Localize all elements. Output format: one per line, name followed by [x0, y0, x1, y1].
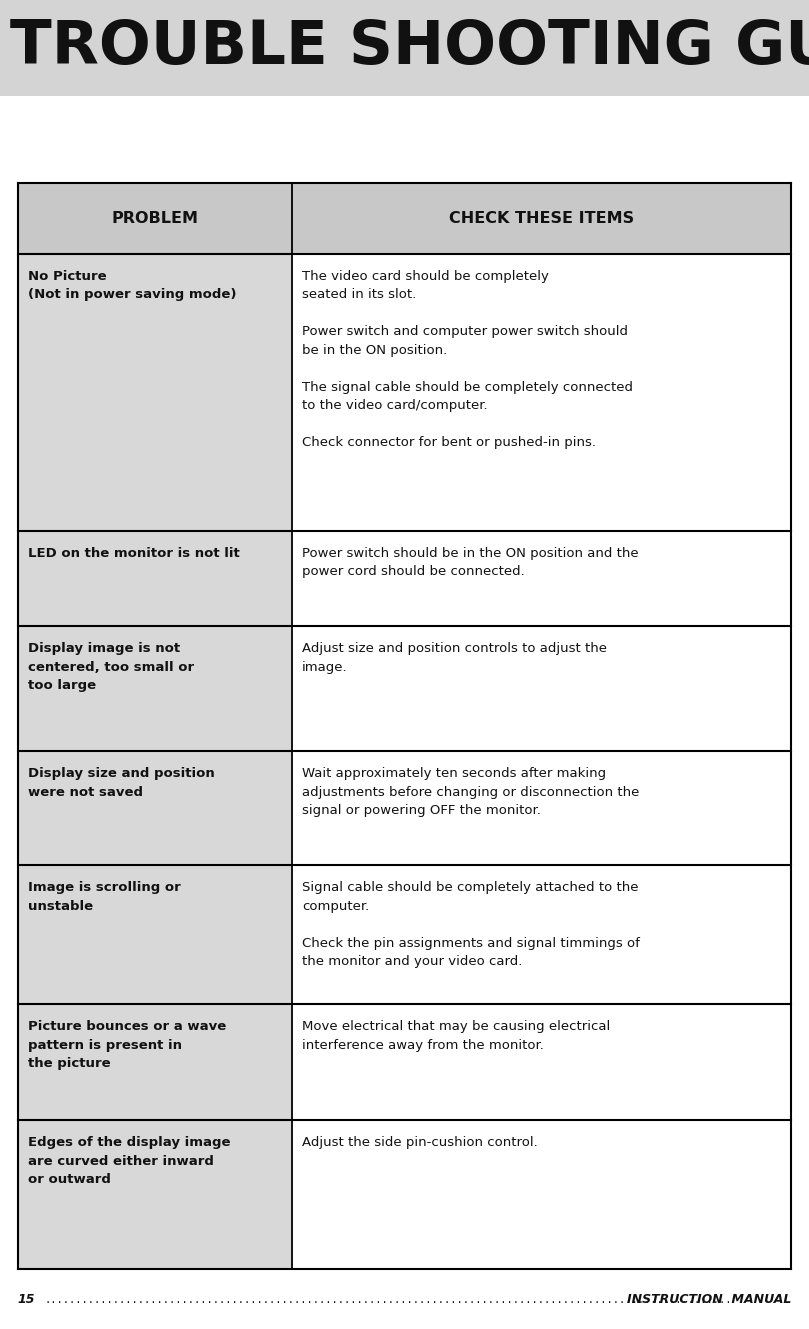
Bar [292, 865, 791, 1005]
Bar [292, 751, 791, 865]
Bar [292, 1120, 791, 1269]
Text: Wait approximately ten seconds after making
adjustments before changing or disco: Wait approximately ten seconds after mak… [302, 767, 639, 817]
Text: 15: 15 [18, 1293, 36, 1306]
Text: LED on the monitor is not lit: LED on the monitor is not lit [28, 546, 239, 560]
Text: Picture bounces or a wave
pattern is present in
the picture: Picture bounces or a wave pattern is pre… [28, 1021, 226, 1070]
Bar [18, 530, 292, 626]
Text: Adjust the side pin-cushion control.: Adjust the side pin-cushion control. [302, 1136, 538, 1150]
Text: No Picture
(Not in power saving mode): No Picture (Not in power saving mode) [28, 270, 236, 302]
Bar [18, 751, 292, 865]
Text: The video card should be completely
seated in its slot.

Power switch and comput: The video card should be completely seat… [302, 270, 633, 449]
Text: INSTRUCTION  MANUAL: INSTRUCTION MANUAL [627, 1293, 791, 1306]
Bar [0, 0, 809, 96]
Bar [18, 1005, 292, 1120]
Bar [18, 865, 292, 1005]
Bar [292, 254, 791, 530]
Text: Edges of the display image
are curved either inward
or outward: Edges of the display image are curved ei… [28, 1136, 230, 1187]
Bar [292, 530, 791, 626]
Text: Display image is not
centered, too small or
too large: Display image is not centered, too small… [28, 642, 193, 692]
Bar [18, 626, 292, 751]
Bar [292, 626, 791, 751]
Bar [18, 183, 791, 254]
Text: Move electrical that may be causing electrical
interference away from the monito: Move electrical that may be causing elec… [302, 1021, 610, 1051]
Text: Adjust size and position controls to adjust the
image.: Adjust size and position controls to adj… [302, 642, 607, 674]
Bar [292, 1005, 791, 1120]
Text: TROUBLE SHOOTING GUIDE: TROUBLE SHOOTING GUIDE [10, 19, 809, 77]
Text: Power switch should be in the ON position and the
power cord should be connected: Power switch should be in the ON positio… [302, 546, 638, 578]
Bar [18, 1120, 292, 1269]
Text: ................................................................................: ........................................… [44, 1294, 732, 1305]
Text: Display size and position
were not saved: Display size and position were not saved [28, 767, 214, 799]
Text: PROBLEM: PROBLEM [112, 211, 198, 226]
Bar [18, 254, 292, 530]
Text: CHECK THESE ITEMS: CHECK THESE ITEMS [449, 211, 634, 226]
Text: Signal cable should be completely attached to the
computer.

Check the pin assig: Signal cable should be completely attach… [302, 881, 640, 969]
Text: Image is scrolling or
unstable: Image is scrolling or unstable [28, 881, 180, 913]
